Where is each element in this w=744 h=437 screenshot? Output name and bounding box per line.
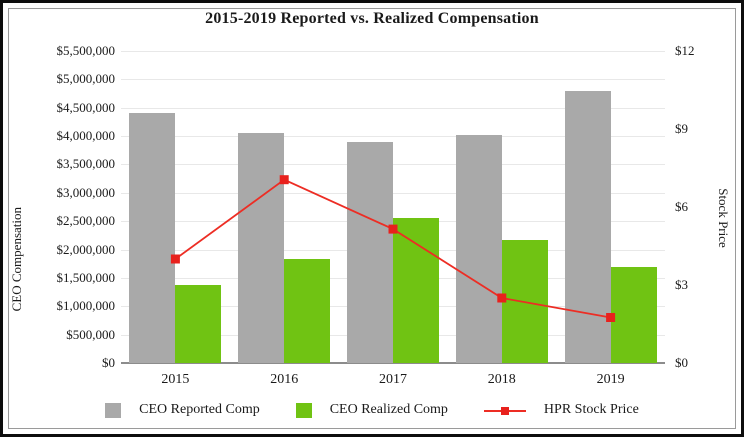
bar-ceo-reported-comp-2017 bbox=[347, 142, 393, 363]
bar-ceo-realized-comp-2017 bbox=[393, 218, 439, 363]
gridline bbox=[121, 136, 665, 138]
bar-ceo-reported-comp-2019 bbox=[564, 91, 611, 363]
y-axis-tick-left: $2,500,000 bbox=[56, 213, 116, 229]
y-axis-tick-left: $5,000,000 bbox=[56, 71, 116, 87]
stock-price-line-layer bbox=[170, 175, 616, 322]
stock-price-marker bbox=[388, 224, 398, 234]
y-axis-tick-right: $9 bbox=[675, 121, 688, 136]
stock-price-marker bbox=[279, 175, 289, 185]
legend-item-ceo-realized-comp: CEO Realized Comp bbox=[295, 402, 448, 418]
x-axis-line bbox=[121, 362, 665, 364]
legend-line-marker bbox=[500, 406, 509, 415]
legend-label: CEO Realized Comp bbox=[329, 402, 448, 417]
x-axis-label: 2016 bbox=[270, 372, 299, 387]
gridline bbox=[121, 107, 665, 109]
bar-ceo-realized-comp-2019 bbox=[610, 267, 657, 363]
x-axis-label: 2017 bbox=[379, 372, 407, 387]
legend-swatch bbox=[105, 402, 122, 418]
stock-price-marker bbox=[497, 293, 507, 303]
chart-title: 2015-2019 Reported vs. Realized Compensa… bbox=[205, 10, 539, 27]
legend-item-hpr-stock-price: HPR Stock Price bbox=[483, 402, 639, 418]
y-axis-tick-left: $4,000,000 bbox=[56, 128, 116, 144]
bar-ceo-realized-comp-2015 bbox=[175, 285, 222, 363]
legend-label: CEO Reported Comp bbox=[139, 402, 260, 417]
bar-ceo-realized-comp-2016 bbox=[284, 259, 331, 363]
y-axis-tick-right: $3 bbox=[675, 277, 688, 292]
gridline bbox=[121, 79, 665, 81]
y-axis-tick-left: $0 bbox=[102, 355, 115, 370]
y-axis-tick-left: $1,000,000 bbox=[56, 298, 116, 314]
y-axis-tick-left: $500,000 bbox=[66, 326, 115, 342]
y-axis-tick-right: $12 bbox=[675, 43, 695, 58]
y-axis-tick-left: $1,500,000 bbox=[56, 269, 116, 285]
bar-ceo-reported-comp-2015 bbox=[129, 113, 176, 363]
legend: CEO Reported Comp CEO Realized Comp HPR St… bbox=[3, 402, 741, 418]
y-axis-tick-left: $3,500,000 bbox=[56, 156, 116, 172]
legend-line-swatch bbox=[483, 403, 526, 418]
y-axis-tick-right: $0 bbox=[675, 355, 688, 370]
left-axis-title: CEO Compensation bbox=[9, 207, 24, 312]
x-axis-label: 2019 bbox=[596, 372, 625, 387]
y-axis-tick-left: $5,500,000 bbox=[56, 43, 116, 58]
bar-ceo-reported-comp-2016 bbox=[238, 133, 285, 363]
stock-price-line bbox=[174, 178, 611, 319]
stock-price-marker bbox=[170, 254, 180, 264]
y-axis-tick-right: $6 bbox=[675, 199, 688, 214]
legend-label: HPR Stock Price bbox=[543, 402, 639, 417]
bar-ceo-reported-comp-2018 bbox=[455, 135, 502, 363]
gridline bbox=[121, 51, 665, 52]
x-axis-label: 2018 bbox=[487, 372, 516, 387]
right-axis-title: Stock Price bbox=[716, 188, 731, 248]
y-axis-tick-left: $3,000,000 bbox=[56, 184, 116, 200]
gridline bbox=[121, 192, 665, 194]
y-axis-tick-left: $2,000,000 bbox=[56, 241, 116, 257]
x-axis-label: 2015 bbox=[161, 372, 190, 387]
y-axis-tick-left: $4,500,000 bbox=[56, 99, 116, 115]
gridline bbox=[121, 164, 665, 166]
legend-item-ceo-reported-comp: CEO Reported Comp bbox=[105, 402, 260, 418]
legend-swatch bbox=[295, 402, 312, 418]
stock-price-marker bbox=[606, 313, 616, 322]
